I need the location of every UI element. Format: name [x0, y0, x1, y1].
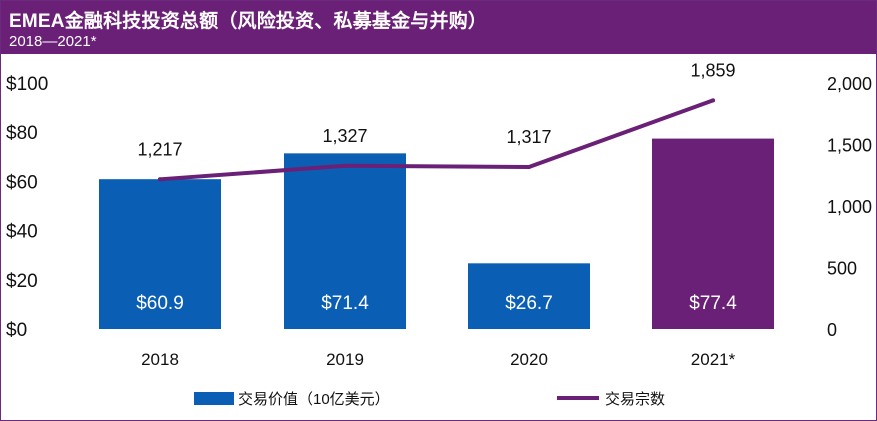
y-left-tick-label: $60 — [6, 172, 38, 193]
bar-value-label: $77.4 — [689, 293, 737, 314]
line-point — [527, 165, 531, 170]
y-right-tick-label: 1,000 — [827, 197, 872, 217]
x-tick-label: 2021* — [691, 350, 736, 369]
line-value-label: 1,317 — [506, 127, 551, 147]
bar — [99, 179, 221, 329]
legend-swatch-line — [557, 396, 599, 400]
bar-value-label: $71.4 — [321, 293, 369, 314]
chart-title: EMEA金融科技投资总额（风险投资、私募基金与并购） — [9, 11, 488, 32]
line-point — [711, 98, 715, 103]
y-right-tick-label: 1,500 — [827, 136, 872, 156]
y-left-tick-label: $40 — [6, 222, 38, 243]
y-left-tick-label: $100 — [6, 74, 48, 95]
line-value-label: 1,859 — [690, 60, 735, 80]
bar-value-label: $26.7 — [505, 293, 553, 314]
legend-item-deal-value: 交易价值（10亿美元） — [194, 387, 390, 409]
y-right-tick-label: 2,000 — [827, 74, 872, 94]
y-left-tick-label: $80 — [6, 123, 38, 144]
chart-header: EMEA金融科技投资总额（风险投资、私募基金与并购） 2018—2021* — [1, 1, 876, 54]
bar — [468, 263, 590, 329]
line-value-label: 1,327 — [322, 126, 367, 146]
line-value-label: 1,217 — [137, 139, 182, 159]
legend-label-deal-value: 交易价值（10亿美元） — [238, 390, 390, 408]
line-point — [158, 177, 162, 182]
bar-value-label: $60.9 — [136, 293, 184, 314]
y-right-tick-label: 0 — [827, 320, 837, 340]
y-left-tick-label: $20 — [6, 271, 38, 292]
bar — [284, 153, 406, 329]
x-tick-label: 2019 — [326, 350, 364, 369]
bar — [652, 138, 774, 329]
y-left-tick-label: $0 — [6, 320, 27, 341]
chart-subtitle: 2018—2021* — [9, 33, 97, 50]
legend-swatch-bar — [194, 391, 234, 405]
legend-item-deal-count: 交易宗数 — [557, 387, 665, 409]
legend-label-deal-count: 交易宗数 — [605, 390, 666, 408]
line-point — [343, 163, 347, 168]
y-right-tick-label: 500 — [827, 259, 857, 279]
line-series-deal-count — [158, 98, 715, 182]
x-tick-label: 2020 — [510, 350, 548, 369]
x-tick-label: 2018 — [141, 350, 179, 369]
